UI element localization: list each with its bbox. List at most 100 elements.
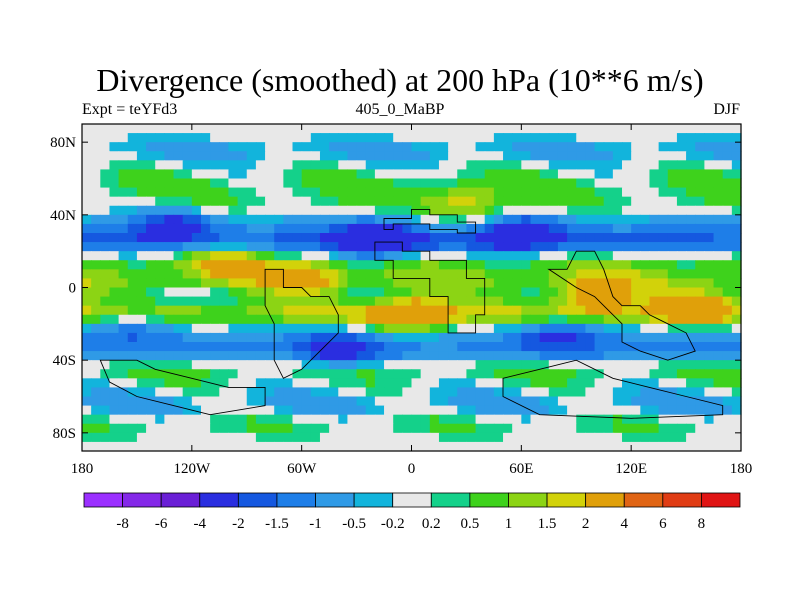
heatmap-cell xyxy=(484,242,495,252)
heatmap-cell xyxy=(136,187,147,198)
heatmap-cell xyxy=(283,296,294,307)
heatmap-cell xyxy=(557,423,568,434)
heatmap-cell xyxy=(173,414,184,425)
heatmap-cell xyxy=(539,133,550,143)
heatmap-cell xyxy=(374,169,385,180)
heatmap-cell xyxy=(667,124,678,134)
heatmap-cell xyxy=(118,323,129,334)
heatmap-cell xyxy=(493,314,504,325)
heatmap-cell xyxy=(695,287,705,298)
heatmap-cell xyxy=(557,287,568,298)
heatmap-cell xyxy=(200,405,211,416)
heatmap-cell xyxy=(384,378,394,389)
heatmap-cell xyxy=(649,251,660,261)
heatmap-cell xyxy=(402,342,413,352)
heatmap-cell xyxy=(438,133,449,143)
heatmap-cell xyxy=(667,414,678,425)
heatmap-cell xyxy=(631,287,641,298)
heatmap-cell xyxy=(512,414,522,425)
colorbar-swatch xyxy=(508,492,548,508)
heatmap-cell xyxy=(530,187,541,198)
heatmap-cell xyxy=(503,296,513,307)
heatmap-cell xyxy=(411,178,422,189)
heatmap-cell xyxy=(82,151,92,161)
y-tick-label: 80S xyxy=(53,426,76,442)
heatmap-cell xyxy=(127,396,138,407)
heatmap-cell xyxy=(457,205,468,216)
heatmap-cell xyxy=(164,360,175,370)
heatmap-cell xyxy=(493,142,504,152)
heatmap-cell xyxy=(667,396,678,407)
heatmap-cell xyxy=(155,233,165,243)
heatmap-cell xyxy=(503,169,513,180)
heatmap-cell xyxy=(557,205,568,216)
heatmap-cell xyxy=(484,414,495,425)
colorbar-label: -6 xyxy=(155,516,168,532)
heatmap-cell xyxy=(438,360,449,370)
heatmap-cell xyxy=(173,296,184,307)
heatmap-cell xyxy=(713,323,724,334)
heatmap-cell xyxy=(237,196,248,207)
heatmap-cell xyxy=(265,196,275,207)
heatmap-cell xyxy=(475,332,486,343)
heatmap-cell xyxy=(475,178,486,189)
heatmap-cell xyxy=(91,133,101,143)
heatmap-cell xyxy=(347,351,358,361)
heatmap-cell xyxy=(228,432,239,443)
heatmap-cell xyxy=(228,133,239,143)
heatmap-cell xyxy=(411,405,422,416)
heatmap-cell xyxy=(109,305,120,316)
heatmap-cell xyxy=(484,178,495,189)
heatmap-cell xyxy=(695,223,705,234)
heatmap-cell xyxy=(100,214,111,225)
colorbar-label: 0.5 xyxy=(461,516,480,532)
heatmap-cell xyxy=(411,387,422,398)
heatmap-cell xyxy=(338,214,349,225)
heatmap-cell xyxy=(631,196,641,207)
heatmap-cell xyxy=(466,214,477,225)
heatmap-cell xyxy=(393,314,403,325)
heatmap-cell xyxy=(393,387,403,398)
heatmap-cell xyxy=(539,242,550,252)
heatmap-cell xyxy=(329,441,339,452)
heatmap-cell xyxy=(438,142,449,152)
heatmap-cell xyxy=(631,178,641,189)
heatmap-cell xyxy=(567,342,577,352)
heatmap-cell xyxy=(228,414,239,425)
heatmap-cell xyxy=(603,396,614,407)
heatmap-cell xyxy=(210,133,220,143)
heatmap-cell xyxy=(612,151,623,161)
heatmap-cell xyxy=(448,187,458,198)
heatmap-cell xyxy=(576,323,586,334)
heatmap-cell xyxy=(548,414,559,425)
heatmap-cell xyxy=(265,396,275,407)
heatmap-cell xyxy=(484,378,495,389)
heatmap-cell xyxy=(283,178,294,189)
heatmap-cell xyxy=(127,133,138,143)
heatmap-cell xyxy=(384,387,394,398)
heatmap-cell xyxy=(164,332,175,343)
heatmap-cell xyxy=(420,323,431,334)
heatmap-cell xyxy=(411,251,422,261)
heatmap-cell xyxy=(109,423,120,434)
heatmap-cell xyxy=(164,133,175,143)
heatmap-cell xyxy=(329,260,339,270)
heatmap-cell xyxy=(411,196,422,207)
heatmap-cell xyxy=(567,260,577,270)
heatmap-cell xyxy=(246,287,257,298)
heatmap-cell xyxy=(448,305,458,316)
heatmap-cell xyxy=(713,214,724,225)
heatmap-cell xyxy=(338,169,349,180)
heatmap-cell xyxy=(136,214,147,225)
heatmap-cell xyxy=(567,396,577,407)
heatmap-cell xyxy=(722,205,733,216)
heatmap-cell xyxy=(585,323,596,334)
heatmap-cell xyxy=(173,260,184,270)
heatmap-cell xyxy=(411,360,422,370)
heatmap-cell xyxy=(686,351,696,361)
heatmap-cell xyxy=(420,133,431,143)
heatmap-cell xyxy=(484,432,495,443)
heatmap-cell xyxy=(402,305,413,316)
heatmap-cell xyxy=(658,242,669,252)
